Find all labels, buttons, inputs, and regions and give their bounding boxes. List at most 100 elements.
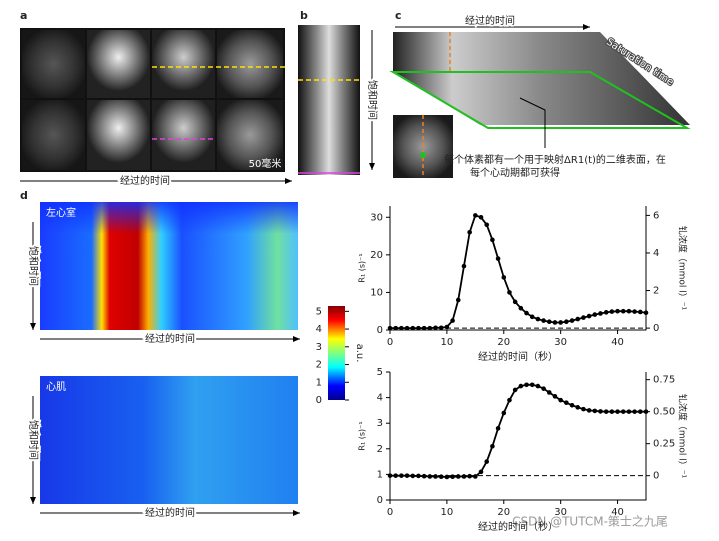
data-point [638,409,643,414]
data-point [529,382,535,388]
data-point [552,320,558,325]
data-point [564,319,569,325]
data-point [473,474,478,479]
image [22,30,85,98]
image [217,30,283,98]
data-point [399,473,404,478]
colorbar [328,306,345,400]
scale-bar-label: 50毫米 [249,157,282,170]
data-point [518,305,524,311]
image [87,30,150,98]
image [152,100,215,170]
heatmap [40,376,298,504]
colorbar-tick-label: 0 [316,395,322,406]
y2-tick-label: 0.75 [653,375,675,386]
data-point [495,426,501,431]
y2-tick-label: 4 [653,248,659,259]
data-point [387,473,393,478]
data-point [484,459,490,464]
panel-c: c 经过的时间 Saturation time 每个体素都有一个用于映射ΔR1(… [389,9,691,179]
image [152,30,215,98]
data-point [455,297,461,303]
data-point [444,324,450,330]
image [298,25,360,175]
data-point [495,256,501,261]
data-point [512,387,518,393]
y-tick-label: 20 [370,250,383,261]
data-point [518,383,524,389]
data-point [427,325,433,331]
y-axis-label: R₁ (s)⁻¹ [358,421,367,450]
data-point [615,308,620,314]
data-point [473,213,478,218]
data-point [564,400,569,406]
data-point [626,308,632,314]
data-point [501,410,507,416]
y-tick-label: 3 [377,418,383,429]
data-point [438,325,444,331]
data-point [524,310,529,316]
arrow-head [583,24,590,30]
data-point [569,402,575,408]
y2-tick-label: 2 [653,286,659,297]
y-axis-label: R₁ (s)⁻¹ [358,253,367,282]
panel-label: a [20,9,27,22]
data-point [535,383,541,389]
data-point [393,325,398,331]
data-point [546,390,552,395]
data-point [632,309,637,314]
axis-label: 饱和时间 [27,246,40,286]
arrow-head [285,178,292,184]
data-point [444,474,450,480]
data-point [546,319,552,325]
y-tick-label: 0 [377,495,383,506]
axis-label: 饱和时间 [366,80,379,120]
image [87,100,150,170]
x-tick-label: 0 [387,337,393,348]
data-point [404,325,410,331]
annotation: 每个心动期都可获得 [470,166,560,179]
x-axis-label: 经过的时间（秒） [478,350,558,363]
data-point [592,408,598,414]
data-point [416,473,421,479]
data-point [416,325,421,331]
data-point [609,409,615,414]
data-point [484,222,490,228]
colorbar-tick-label: 2 [316,360,322,371]
panel-d: d [20,189,345,504]
data-point [490,443,495,449]
watermark: CSDN @TUTCM-策士之九尾 [512,515,668,529]
x-tick-label: 40 [611,507,624,518]
data-point [399,325,404,331]
data-point [501,275,507,280]
data-point [478,214,484,220]
x-tick-label: 40 [611,337,624,348]
data-point [421,325,427,331]
data-point [620,308,626,314]
data-point [569,318,575,323]
axis-label: 经过的时间 [120,174,170,187]
colorbar-tick-label: 5 [316,306,322,317]
image [217,100,283,170]
data-point [490,237,495,243]
data-point [387,325,393,331]
arrow-head [293,336,300,342]
axis-label: 饱和时间 [27,420,40,460]
axis-frame [389,206,647,331]
x-tick-label: 20 [497,507,510,518]
y2-axis-label: 钆浓度（mmol l）⁻¹ [677,394,689,479]
colorbar-tick-label: 4 [316,324,322,335]
axis-label: 经过的时间 [145,332,195,345]
data-point [598,409,603,414]
data-point [427,474,433,479]
y-tick-label: 10 [370,287,383,298]
panel-b: b 饱和时间 [298,9,381,175]
data-point [558,320,563,325]
x-tick-label: 0 [387,507,393,518]
data-point [643,310,649,316]
data-point [581,406,586,412]
colorbar-tick-label: 3 [316,342,322,353]
data-point [575,405,581,410]
colorbar-label: a.u. [354,344,365,363]
arrow-head [369,163,375,170]
